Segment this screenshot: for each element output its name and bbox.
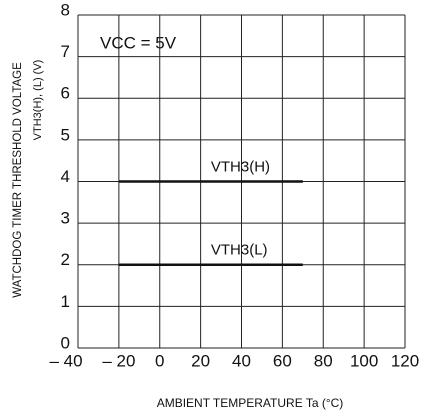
x-tick-label: 0 — [155, 351, 164, 370]
series-label: VTH3(L) — [211, 242, 268, 259]
y-tick-label: 5 — [61, 125, 70, 144]
y-tick-label: 0 — [61, 333, 70, 352]
x-tick-label: – 40 — [49, 351, 82, 370]
series-label: VTH3(H) — [211, 158, 270, 175]
x-tick-label: – 20 — [102, 351, 135, 370]
y-tick-label: 7 — [61, 42, 70, 61]
x-tick-label: 20 — [191, 351, 210, 370]
annotation: VCC = 5V — [100, 33, 177, 52]
y-tick-label: 4 — [61, 167, 70, 186]
x-axis-label: AMBIENT TEMPERATURE Ta (°C) — [157, 396, 344, 410]
y-tick-label: 3 — [61, 209, 70, 228]
y-tick-label: 8 — [61, 0, 70, 19]
x-tick-label: 100 — [350, 351, 378, 370]
y-axis-label: WATCHDOG TIMER THRESHOLD VOLTAGE — [12, 62, 24, 298]
x-tick-label: 80 — [314, 351, 333, 370]
y-axis-unit-label: VTH3(H), (L) (V) — [32, 60, 44, 141]
y-tick-label: 2 — [61, 250, 70, 269]
x-tick-label: 60 — [273, 351, 292, 370]
y-tick-label: 1 — [61, 292, 70, 311]
y-tick-label: 6 — [61, 84, 70, 103]
x-tick-label: 40 — [232, 351, 251, 370]
x-tick-label: 120 — [391, 351, 419, 370]
